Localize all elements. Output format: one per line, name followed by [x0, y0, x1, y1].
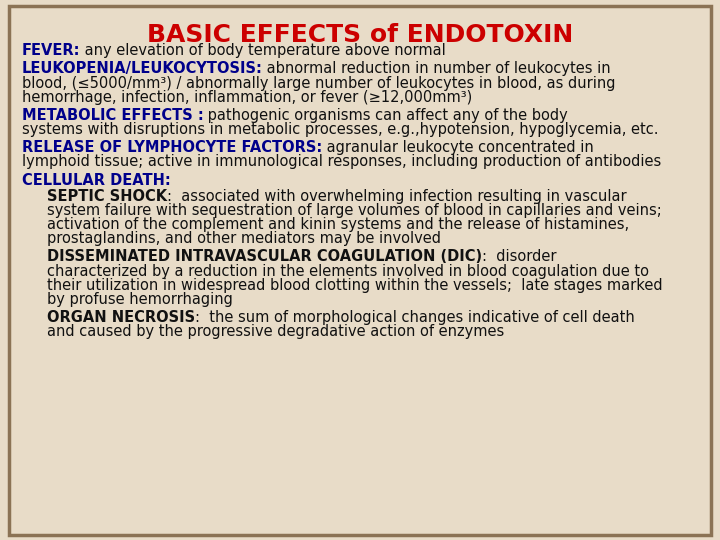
Text: system failure with sequestration of large volumes of blood in capillaries and v: system failure with sequestration of lar…: [47, 203, 662, 218]
Text: pathogenic organisms can affect any of the body: pathogenic organisms can affect any of t…: [203, 108, 568, 123]
Text: by profuse hemorrhaging: by profuse hemorrhaging: [47, 292, 233, 307]
Text: blood, (≤5000/mm³) / abnormally large number of leukocytes in blood, as during: blood, (≤5000/mm³) / abnormally large nu…: [22, 76, 615, 91]
Text: SEPTIC SHOCK: SEPTIC SHOCK: [47, 189, 167, 204]
Text: their utilization in widespread blood clotting within the vessels;  late stages : their utilization in widespread blood cl…: [47, 278, 662, 293]
Text: lymphoid tissue; active in immunological responses, including production of anti: lymphoid tissue; active in immunological…: [22, 154, 661, 170]
Text: ORGAN NECROSIS: ORGAN NECROSIS: [47, 310, 195, 325]
Text: BASIC EFFECTS of ENDOTOXIN: BASIC EFFECTS of ENDOTOXIN: [147, 23, 573, 46]
Text: abnormal reduction in number of leukocytes in: abnormal reduction in number of leukocyt…: [263, 62, 611, 76]
Text: characterized by a reduction in the elements involved in blood coagulation due t: characterized by a reduction in the elem…: [47, 264, 649, 279]
Text: any elevation of body temperature above normal: any elevation of body temperature above …: [80, 43, 446, 58]
Text: :  the sum of morphological changes indicative of cell death: : the sum of morphological changes indic…: [195, 310, 634, 325]
Text: activation of the complement and kinin systems and the release of histamines,: activation of the complement and kinin s…: [47, 217, 629, 232]
Text: and caused by the progressive degradative action of enzymes: and caused by the progressive degradativ…: [47, 325, 504, 339]
Text: LEUKOPENIA/LEUKOCYTOSIS:: LEUKOPENIA/LEUKOCYTOSIS:: [22, 62, 263, 76]
Text: DISSEMINATED INTRAVASCULAR COAGULATION (DIC): DISSEMINATED INTRAVASCULAR COAGULATION (…: [47, 249, 482, 265]
Text: METABOLIC EFFECTS :: METABOLIC EFFECTS :: [22, 108, 203, 123]
Text: FEVER:: FEVER:: [22, 43, 80, 58]
Text: hemorrhage, infection, inflammation, or fever (≥12,000mm³): hemorrhage, infection, inflammation, or …: [22, 90, 472, 105]
Text: :  disorder: : disorder: [482, 249, 557, 265]
Text: agranular leukocyte concentrated in: agranular leukocyte concentrated in: [322, 140, 593, 156]
Text: prostaglandins, and other mediators may be involved: prostaglandins, and other mediators may …: [47, 231, 441, 246]
Text: systems with disruptions in metabolic processes, e.g.,hypotension, hypoglycemia,: systems with disruptions in metabolic pr…: [22, 122, 658, 137]
Text: :  associated with overwhelming infection resulting in vascular: : associated with overwhelming infection…: [167, 189, 626, 204]
Text: RELEASE OF LYMPHOCYTE FACTORS:: RELEASE OF LYMPHOCYTE FACTORS:: [22, 140, 322, 156]
Text: CELLULAR DEATH:: CELLULAR DEATH:: [22, 173, 171, 187]
